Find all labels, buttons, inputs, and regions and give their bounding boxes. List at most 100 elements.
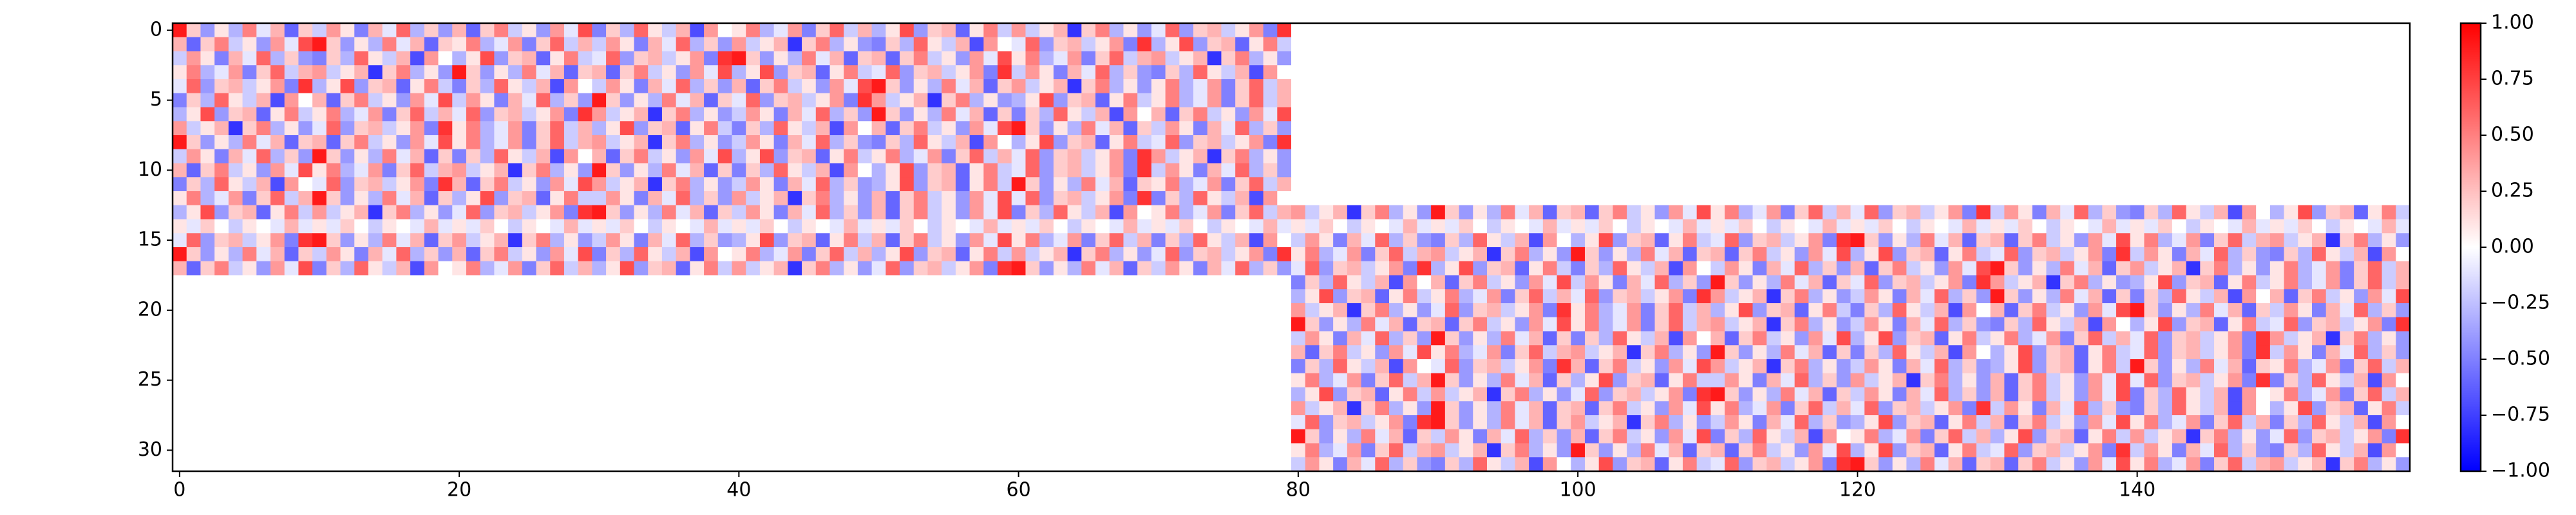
cell <box>1738 317 1753 332</box>
cell <box>998 429 1012 444</box>
cell <box>1305 247 1320 262</box>
cell <box>1011 93 1026 108</box>
cell <box>2396 219 2410 234</box>
cell <box>1431 275 1446 290</box>
cell <box>2074 51 2089 66</box>
cell <box>1221 247 1236 262</box>
cell <box>1207 247 1222 262</box>
cell <box>438 51 453 66</box>
cell <box>1039 373 1054 388</box>
cell <box>2032 289 2047 304</box>
cell <box>2172 303 2186 318</box>
cell <box>1361 331 1376 346</box>
cell <box>2298 205 2313 220</box>
cell <box>1990 317 2005 332</box>
cell <box>270 205 285 220</box>
cell <box>2269 443 2284 458</box>
cell <box>942 261 956 276</box>
cell <box>1584 359 1600 374</box>
cell <box>1221 219 1236 234</box>
cell <box>1179 303 1194 318</box>
cell <box>424 443 439 458</box>
cell <box>354 331 369 346</box>
cell <box>1613 429 1627 444</box>
cell <box>2325 345 2340 360</box>
cell <box>1095 135 1110 150</box>
cell <box>802 317 817 332</box>
cell <box>354 457 369 472</box>
cell <box>2018 177 2033 192</box>
cell <box>1388 429 1404 444</box>
cell <box>1291 233 1306 248</box>
cell <box>871 401 886 416</box>
cell <box>1361 317 1376 332</box>
cell <box>1613 233 1627 248</box>
cell <box>354 65 369 80</box>
cell <box>1780 303 1795 318</box>
cell <box>2144 79 2159 94</box>
cell <box>480 331 495 346</box>
cell <box>1025 93 1040 108</box>
cell <box>1151 191 1166 206</box>
cell <box>2130 233 2145 248</box>
cell <box>1864 443 1879 458</box>
cell <box>1808 247 1823 262</box>
cell <box>536 93 551 108</box>
cell <box>256 303 271 318</box>
cell <box>368 331 383 346</box>
cell <box>1193 163 1208 178</box>
cell <box>1235 387 1250 402</box>
cell <box>1808 135 1823 150</box>
cell <box>1319 429 1334 444</box>
cell <box>592 457 607 472</box>
cell <box>746 289 761 304</box>
cell <box>480 51 495 66</box>
cell <box>1486 219 1502 234</box>
cell <box>298 121 313 136</box>
cell <box>452 107 467 122</box>
cell <box>1557 65 1571 80</box>
cell <box>438 247 453 262</box>
cell <box>1165 233 1180 248</box>
cell <box>717 23 732 38</box>
cell <box>788 219 802 234</box>
cell <box>690 331 705 346</box>
cell <box>1221 387 1236 402</box>
cell <box>2200 247 2215 262</box>
cell <box>2228 247 2242 262</box>
cell <box>466 247 481 262</box>
cell <box>1669 415 1683 430</box>
cell <box>1640 387 1655 402</box>
cell <box>829 387 844 402</box>
cell <box>620 401 634 416</box>
cell <box>634 401 649 416</box>
cell <box>1081 135 1096 150</box>
cell <box>340 345 355 360</box>
cell <box>1794 331 1809 346</box>
cell <box>536 205 551 220</box>
cell <box>2367 359 2382 374</box>
cell <box>1766 401 1781 416</box>
cell <box>1976 429 1991 444</box>
cell <box>773 261 788 276</box>
cell <box>1557 163 1571 178</box>
cell <box>1738 275 1753 290</box>
cell <box>815 93 830 108</box>
cell <box>1515 163 1530 178</box>
cell <box>424 205 439 220</box>
cell <box>522 205 536 220</box>
cell <box>829 79 844 94</box>
cell <box>1725 247 1739 262</box>
cell <box>857 23 873 38</box>
cell <box>494 205 509 220</box>
cell <box>2284 23 2298 38</box>
cell <box>1752 121 1767 136</box>
cell <box>550 457 565 472</box>
cell <box>1277 51 1292 66</box>
cell <box>2144 51 2159 66</box>
cell <box>829 233 844 248</box>
cell <box>2396 401 2410 416</box>
cell <box>550 387 565 402</box>
cell <box>2284 303 2298 318</box>
cell <box>1780 289 1795 304</box>
